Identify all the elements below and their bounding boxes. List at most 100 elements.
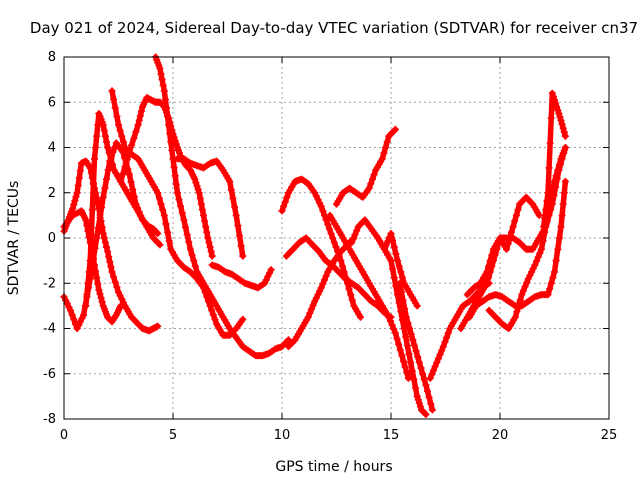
data-point bbox=[561, 132, 569, 140]
data-point bbox=[104, 166, 112, 174]
data-point bbox=[195, 189, 203, 197]
data-point bbox=[231, 203, 239, 211]
data-point bbox=[539, 237, 547, 245]
data-point bbox=[76, 167, 84, 175]
data-point bbox=[155, 194, 163, 202]
data-point bbox=[549, 274, 557, 282]
data-point bbox=[394, 257, 401, 265]
data-point bbox=[546, 285, 554, 293]
data-point bbox=[232, 211, 240, 219]
data-point bbox=[134, 121, 142, 129]
data-point bbox=[548, 89, 556, 97]
data-point bbox=[127, 178, 135, 186]
data-series bbox=[82, 110, 164, 310]
data-point bbox=[154, 322, 162, 330]
data-point bbox=[173, 189, 181, 197]
data-point bbox=[554, 166, 562, 174]
data-point bbox=[118, 132, 126, 140]
data-point bbox=[201, 217, 209, 225]
data-point bbox=[436, 351, 444, 358]
data-point bbox=[409, 336, 417, 344]
y-tick-label: 0 bbox=[48, 231, 56, 246]
data-point bbox=[100, 234, 108, 242]
data-point bbox=[208, 252, 216, 260]
y-axis-label: SDTVAR / TECUs bbox=[6, 181, 22, 296]
data-point bbox=[398, 274, 406, 282]
data-point bbox=[103, 175, 110, 183]
data-point bbox=[267, 266, 275, 274]
data-point bbox=[71, 320, 79, 328]
data-point bbox=[422, 411, 430, 418]
data-point bbox=[117, 302, 125, 310]
data-point bbox=[516, 296, 524, 304]
data-point bbox=[523, 279, 531, 287]
data-point bbox=[108, 268, 116, 276]
data-point bbox=[159, 206, 167, 214]
data-point bbox=[392, 250, 400, 258]
data-point bbox=[192, 179, 200, 187]
data-point bbox=[283, 193, 291, 201]
data-point bbox=[125, 148, 133, 156]
data-series bbox=[108, 87, 247, 339]
data-point bbox=[165, 121, 173, 129]
data-point bbox=[94, 224, 102, 232]
data-point bbox=[92, 144, 100, 151]
data-point bbox=[119, 170, 127, 178]
data-point bbox=[80, 311, 88, 319]
data-point bbox=[357, 313, 364, 321]
data-point bbox=[347, 291, 355, 299]
data-point bbox=[410, 375, 418, 383]
data-point bbox=[188, 251, 196, 259]
data-point bbox=[92, 267, 100, 275]
data-point bbox=[129, 185, 137, 193]
data-series bbox=[396, 279, 436, 414]
data-point bbox=[419, 370, 427, 378]
data-point bbox=[514, 206, 522, 214]
data-point bbox=[557, 223, 565, 231]
data-point bbox=[369, 175, 376, 183]
data-point bbox=[194, 185, 202, 193]
data-point bbox=[239, 252, 247, 260]
data-point bbox=[172, 140, 180, 148]
data-point bbox=[345, 285, 353, 293]
data-point bbox=[551, 268, 558, 276]
data-series bbox=[208, 261, 275, 292]
data-point bbox=[390, 325, 398, 333]
data-point bbox=[488, 251, 496, 259]
data-point bbox=[278, 207, 286, 215]
data-point bbox=[89, 180, 97, 188]
data-point bbox=[422, 381, 430, 389]
data-point bbox=[115, 121, 122, 129]
data-point bbox=[234, 222, 242, 230]
data-series bbox=[60, 157, 162, 335]
data-point bbox=[68, 311, 76, 319]
data-point bbox=[166, 129, 174, 137]
data-point bbox=[534, 253, 542, 261]
x-tick-label: 0 bbox=[60, 428, 68, 443]
data-point bbox=[281, 198, 289, 206]
data-point bbox=[400, 357, 407, 365]
data-point bbox=[412, 347, 420, 355]
x-tick-label: 15 bbox=[383, 428, 400, 443]
data-point bbox=[196, 194, 204, 202]
data-point bbox=[443, 334, 451, 342]
data-point bbox=[403, 369, 411, 377]
data-point bbox=[535, 211, 543, 219]
data-point bbox=[404, 374, 412, 382]
data-point bbox=[67, 306, 74, 314]
data-point bbox=[113, 112, 121, 120]
data-point bbox=[99, 121, 107, 129]
data-point bbox=[558, 120, 566, 128]
x-tick-label: 20 bbox=[492, 428, 509, 443]
data-point bbox=[69, 205, 77, 213]
x-tick-label: 5 bbox=[169, 428, 177, 443]
data-point bbox=[190, 257, 198, 265]
data-point bbox=[559, 200, 567, 208]
data-point bbox=[555, 110, 563, 118]
data-point bbox=[434, 355, 442, 362]
data-point bbox=[384, 237, 392, 245]
data-point bbox=[390, 243, 398, 251]
data-point bbox=[413, 302, 421, 310]
data-point bbox=[552, 257, 560, 265]
data-point bbox=[383, 138, 391, 146]
